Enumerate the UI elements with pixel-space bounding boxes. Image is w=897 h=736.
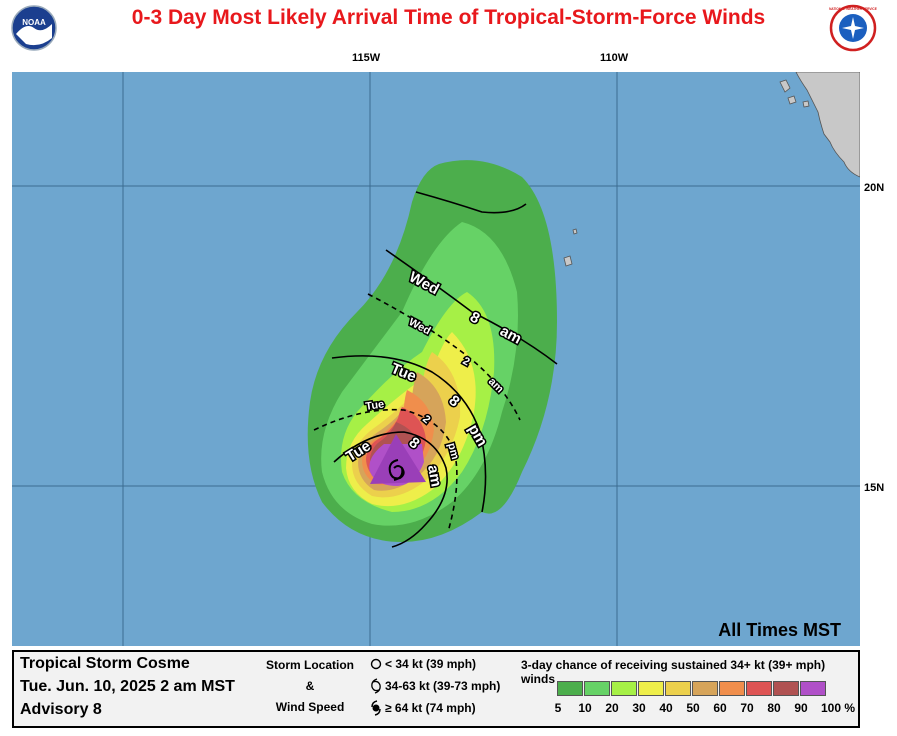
isochrone-tue-2pm <box>313 408 458 533</box>
map-title: 0-3 Day Most Likely Arrival Time of Trop… <box>131 6 766 29</box>
location-title-3: Wind Speed <box>275 700 345 714</box>
lat-label-15n: 15N <box>864 482 885 494</box>
isochrone-north <box>415 191 527 214</box>
nws-logo-text: NATIONAL WEATHER SERVICE <box>829 7 877 11</box>
prob-band-100 <box>370 434 426 484</box>
label-tue-8am-ampm: am <box>424 464 445 488</box>
scale-swatch <box>665 681 691 696</box>
map-panel: Wed 8 am Wed 2 am Tue 8 pm Tue 2 pm Tue … <box>12 72 860 646</box>
scale-tick: 5 <box>554 701 562 715</box>
advisory-number: Advisory 8 <box>20 701 102 718</box>
scale-swatch <box>611 681 637 696</box>
scale-tick: 90 <box>794 701 808 715</box>
location-item-hurricane: ≥ 64 kt (74 mph) <box>370 700 476 716</box>
lon-label-115w: 115W <box>352 52 381 64</box>
location-item-ts: 34-63 kt (39-73 mph) <box>370 678 500 694</box>
scale-swatch <box>557 681 583 696</box>
location-item-ts-label: 34-63 kt (39-73 mph) <box>385 679 501 693</box>
location-title-1: Storm Location <box>265 658 354 672</box>
land-island-3 <box>802 100 810 108</box>
scale-swatch <box>638 681 664 696</box>
scale-swatch <box>746 681 772 696</box>
scale-tick: 80 <box>767 701 781 715</box>
scale-tick: 100 % <box>820 701 856 715</box>
circle-icon <box>370 658 382 670</box>
land-mainland <box>795 72 860 178</box>
lat-label-20n: 20N <box>864 182 885 194</box>
times-note: All Times MST <box>718 620 841 640</box>
land-island-5 <box>572 228 578 235</box>
noaa-logo: NOAA <box>11 5 57 51</box>
isochrone-wed-2am <box>367 293 521 421</box>
land-island-1 <box>779 79 791 93</box>
location-item-hurricane-label: ≥ 64 kt (74 mph) <box>385 701 476 715</box>
nws-logo: NATIONAL WEATHER SERVICE <box>829 4 877 52</box>
scale-tick: 10 <box>578 701 592 715</box>
land-island-4 <box>563 255 573 267</box>
noaa-logo-text: NOAA <box>22 18 46 27</box>
scale-tick: 40 <box>659 701 673 715</box>
storm-name: Tropical Storm Cosme <box>20 655 190 672</box>
isochrone-tue-8pm <box>331 355 487 513</box>
label-tue-2pm-day: Tue <box>365 398 385 412</box>
tropical-storm-icon <box>371 678 381 694</box>
location-title-2: & <box>305 679 315 693</box>
location-item-weak: < 34 kt (39 mph) <box>370 657 476 671</box>
arrival-isochrones <box>313 191 558 548</box>
probability-scale <box>557 681 827 696</box>
land-island-2 <box>787 95 797 105</box>
hurricane-icon <box>371 700 381 716</box>
scale-tick: 30 <box>632 701 646 715</box>
scale-swatch <box>584 681 610 696</box>
isochrone-tue-8am <box>333 431 448 548</box>
scale-tick: 60 <box>713 701 727 715</box>
scale-swatch <box>800 681 826 696</box>
scale-swatch <box>773 681 799 696</box>
location-item-weak-label: < 34 kt (39 mph) <box>385 657 477 671</box>
scale-tick: 50 <box>686 701 700 715</box>
tropical-storm-icon <box>388 459 405 481</box>
storm-date: Tue. Jun. 10, 2025 2 am MST <box>20 678 235 695</box>
scale-tick: 20 <box>605 701 619 715</box>
lon-label-110w: 110W <box>600 52 629 64</box>
scale-tick: 70 <box>740 701 754 715</box>
isochrone-wed-8am <box>385 249 558 365</box>
scale-swatch <box>692 681 718 696</box>
probability-scale-title: 3-day chance of receiving sustained 34+ … <box>521 658 826 686</box>
legend-panel: Tropical Storm Cosme Tue. Jun. 10, 2025 … <box>12 650 860 728</box>
scale-swatch <box>719 681 745 696</box>
